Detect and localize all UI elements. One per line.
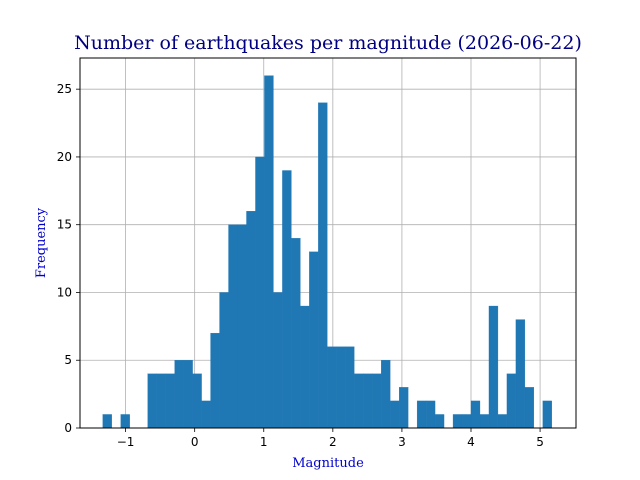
histogram-bar: [399, 387, 409, 429]
histogram-bar: [318, 102, 328, 429]
histogram-bar: [282, 170, 292, 429]
x-tick-label: −1: [117, 435, 135, 449]
histogram-bar: [120, 414, 130, 429]
histogram-bar: [506, 373, 517, 429]
histogram-bar: [327, 346, 337, 429]
histogram-bar: [291, 238, 301, 429]
y-tick-label: 5: [64, 353, 72, 367]
histogram-bar: [300, 305, 310, 429]
y-tick-label: 10: [57, 285, 72, 299]
histogram-bar: [524, 387, 535, 429]
histogram-bar: [461, 414, 472, 429]
histogram-bar: [336, 346, 346, 429]
y-axis-ticks: 0 5 10 15 20 25: [57, 82, 80, 435]
histogram-bar: [102, 414, 112, 429]
histogram-bar: [390, 400, 400, 429]
histogram-bar: [372, 373, 382, 429]
grid-lines: [80, 58, 576, 429]
histogram-bar: [381, 360, 391, 429]
histogram-bar: [363, 373, 373, 429]
histogram-bar: [219, 292, 229, 429]
x-tick-label: 2: [329, 435, 337, 449]
histogram-bar: [147, 373, 157, 429]
histogram-bar: [255, 156, 265, 429]
histogram-bar: [354, 373, 364, 429]
chart-title: Number of earthquakes per magnitude (202…: [74, 32, 582, 54]
histogram-bars: [102, 75, 552, 429]
histogram-bar: [452, 414, 463, 429]
x-axis-label: Magnitude: [292, 456, 364, 471]
x-tick-label: 3: [398, 435, 406, 449]
histogram-bar: [345, 346, 355, 429]
y-axis-label: Frequency: [34, 207, 49, 278]
histogram-bar: [416, 400, 427, 429]
histogram-bar: [165, 373, 175, 429]
x-tick-label: 0: [191, 435, 199, 449]
y-tick-label: 20: [57, 150, 72, 164]
x-axis-ticks: −1 0 1 2 3 4 5: [117, 428, 544, 449]
x-tick-label: 4: [467, 435, 475, 449]
x-tick-label: 5: [536, 435, 544, 449]
histogram-bar: [470, 400, 481, 429]
histogram-bar: [183, 360, 193, 429]
histogram-bar: [156, 373, 166, 429]
histogram-bar: [246, 211, 256, 429]
histogram-bar: [201, 400, 211, 429]
histogram-bar: [434, 414, 445, 429]
histogram-bar: [479, 414, 490, 429]
histogram-bar: [192, 373, 202, 429]
histogram-bar: [264, 75, 274, 429]
histogram-bar: [237, 224, 247, 429]
y-tick-label: 0: [64, 421, 72, 435]
histogram-bar: [309, 251, 319, 429]
histogram-bar: [273, 292, 283, 429]
histogram-bar: [497, 414, 508, 429]
histogram-bar: [542, 400, 552, 429]
histogram-bar: [174, 360, 184, 429]
y-tick-label: 15: [57, 218, 72, 232]
histogram-bar: [210, 332, 220, 429]
plot-frame: [79, 57, 577, 429]
y-tick-label: 25: [57, 82, 72, 96]
histogram-bar: [515, 319, 526, 429]
histogram-bar: [488, 305, 499, 429]
histogram-bar: [425, 400, 436, 429]
x-tick-label: 1: [260, 435, 268, 449]
histogram-bar: [228, 224, 238, 429]
